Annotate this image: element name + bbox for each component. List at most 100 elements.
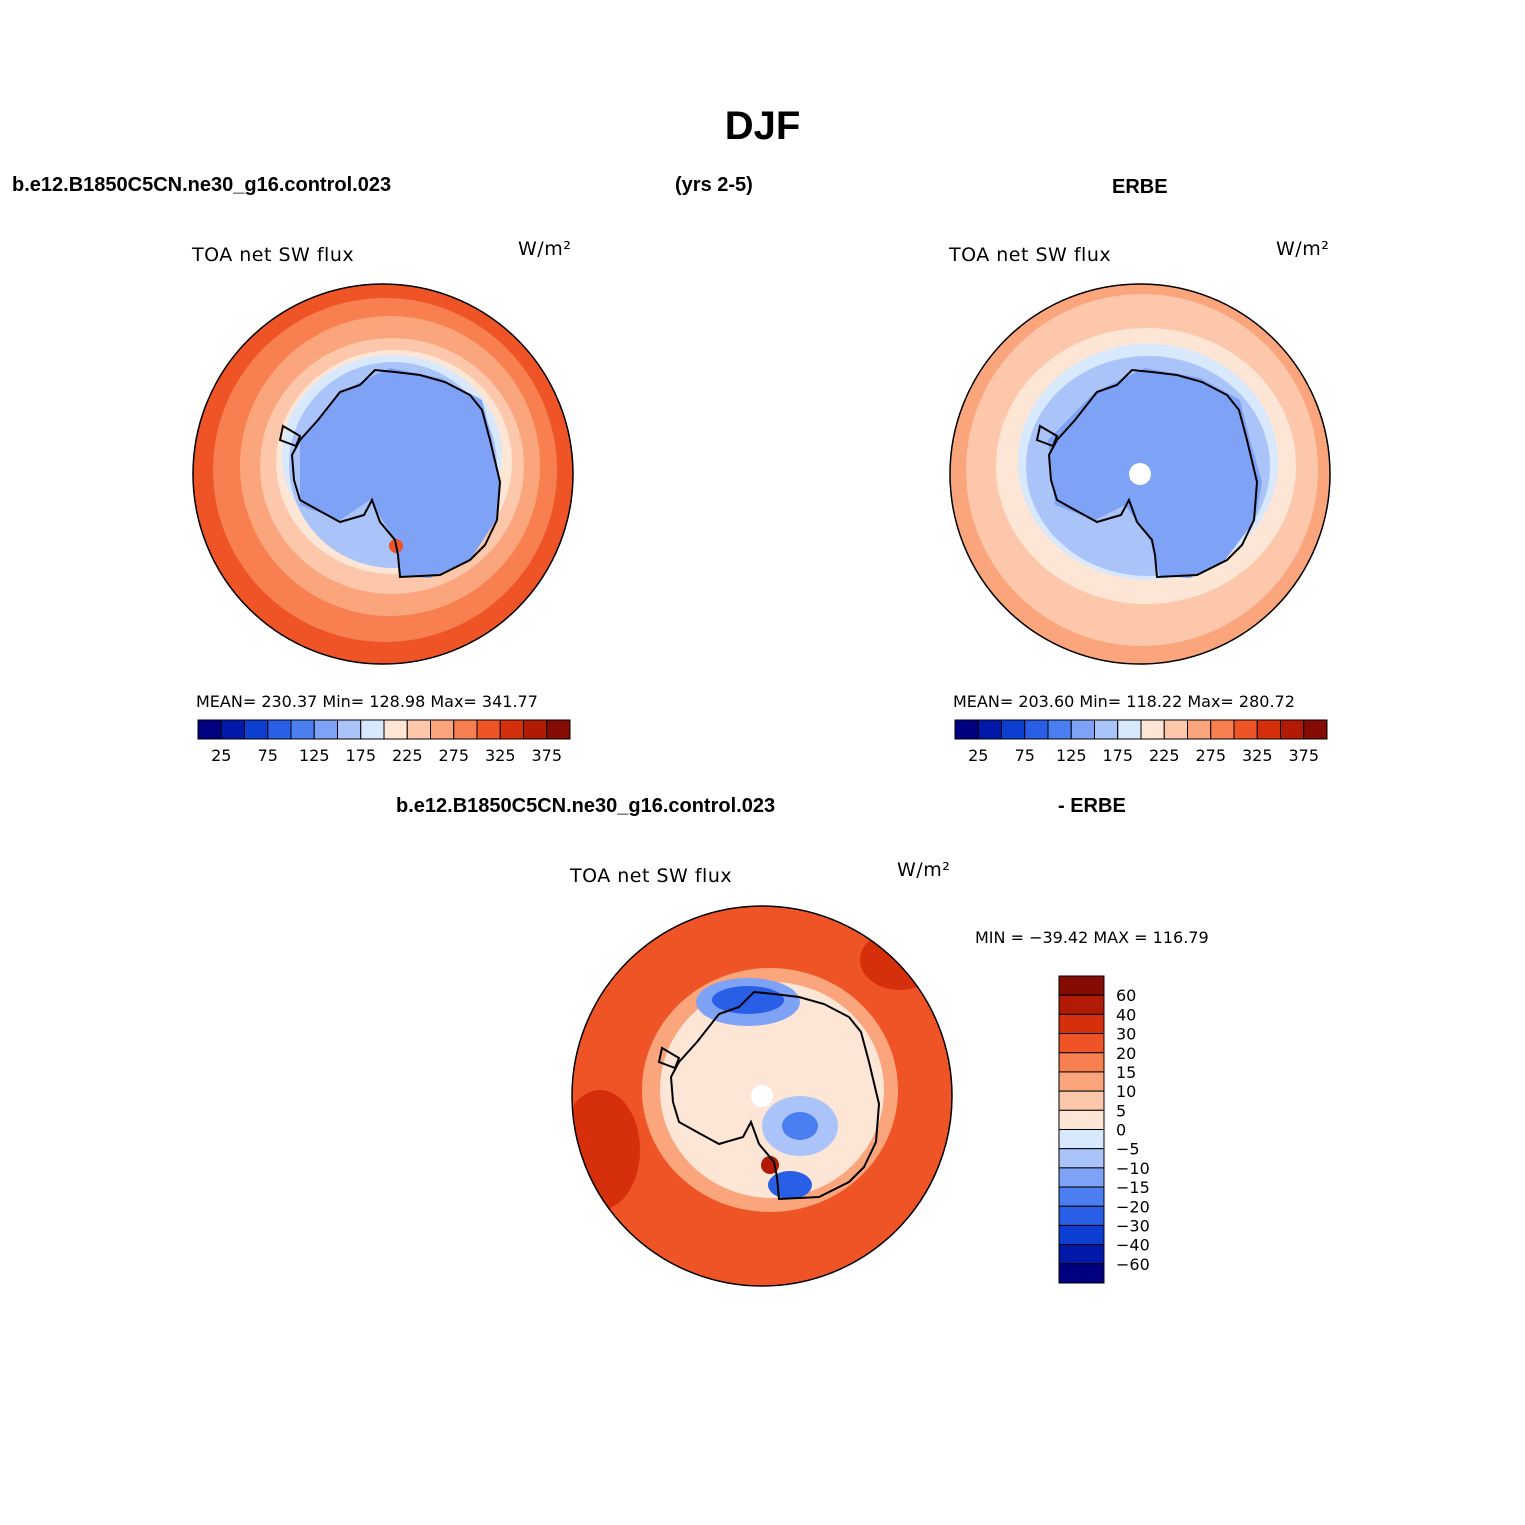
- obs-units-label: W/m²: [1276, 238, 1330, 260]
- diff-colorbar-tick-label: 10: [1116, 1082, 1136, 1101]
- diff-colorbar-tick-label: −40: [1116, 1236, 1150, 1255]
- obs-coastline: [1035, 368, 1259, 579]
- diff-colorbar-box: [1058, 1033, 1105, 1054]
- diff-colorbar-box: [1058, 1071, 1105, 1092]
- obs-colorbar-tick-label: 275: [1195, 746, 1226, 765]
- model-colorbar-box: [337, 719, 362, 740]
- obs-colorbar-box: [1140, 719, 1165, 740]
- obs-colorbar-box: [1094, 719, 1119, 740]
- obs-colorbar-box: [1210, 719, 1235, 740]
- model-colorbar-tick-label: 175: [345, 746, 376, 765]
- diff-colorbar-box: [1058, 1148, 1105, 1169]
- top-left-header: b.e12.B1850C5CN.ne30_g16.control.023: [12, 174, 392, 196]
- diff-colorbar-tick-label: 30: [1116, 1025, 1136, 1044]
- obs-colorbar-box: [1117, 719, 1142, 740]
- top-center-header: (yrs 2-5): [675, 174, 753, 196]
- obs-colorbar-box: [954, 719, 979, 740]
- model-colorbar-tick-label: 375: [531, 746, 562, 765]
- obs-colorbar-box: [1163, 719, 1188, 740]
- diff-colorbar-box: [1058, 1244, 1105, 1265]
- diff-colorbar-box: [1058, 994, 1105, 1015]
- diff-map-border: [571, 905, 953, 1287]
- obs-colorbar-tick-label: 125: [1056, 746, 1087, 765]
- model-colorbar-box: [290, 719, 315, 740]
- diff-colorbar-tick-label: 0: [1116, 1121, 1126, 1140]
- model-colorbar-box: [476, 719, 501, 740]
- diff-colorbar-tick-label: −30: [1116, 1216, 1150, 1235]
- model-coastline: [278, 368, 502, 579]
- diff-colorbar-tick-label: −15: [1116, 1178, 1150, 1197]
- obs-colorbar-box: [1070, 719, 1095, 740]
- diff-colorbar-box: [1058, 975, 1105, 996]
- obs-variable-label: TOA net SW flux: [949, 244, 1112, 266]
- model-colorbar-box: [499, 719, 524, 740]
- diff-colorbar-tick-label: −10: [1116, 1159, 1150, 1178]
- model-variable-label: TOA net SW flux: [192, 244, 355, 266]
- model-colorbar-box: [244, 719, 269, 740]
- diff-colorbar-box: [1058, 1109, 1105, 1130]
- diff-colorbar-tick-label: 5: [1116, 1101, 1126, 1120]
- obs-colorbar-box: [1280, 719, 1305, 740]
- model-colorbar-tick-label: 225: [392, 746, 423, 765]
- obs-colorbar-tick-label: 75: [1015, 746, 1035, 765]
- obs-colorbar-tick-label: 375: [1288, 746, 1319, 765]
- diff-colorbar-tick-label: −5: [1116, 1140, 1140, 1159]
- diff-colorbar-box: [1058, 1263, 1105, 1284]
- model-colorbar-tick-label: 275: [438, 746, 469, 765]
- obs-stats: MEAN= 203.60 Min= 118.22 Max= 280.72: [953, 692, 1295, 711]
- diff-colorbar-tick-label: 40: [1116, 1005, 1136, 1024]
- obs-colorbar: 25 75 125 175 225 275 325 375: [954, 719, 1328, 765]
- figure-title: DJF: [724, 104, 801, 148]
- obs-colorbar-box: [1047, 719, 1072, 740]
- obs-colorbar-tick-label: 25: [968, 746, 988, 765]
- diff-colorbar-box: [1058, 1013, 1105, 1035]
- obs-colorbar-box: [1233, 719, 1258, 740]
- model-colorbar-tick-label: 125: [299, 746, 330, 765]
- diff-colorbar-tick-label: −60: [1116, 1255, 1150, 1274]
- diff-colorbar-box: [1058, 1224, 1105, 1246]
- model-colorbar-tick-label: 325: [485, 746, 516, 765]
- bottom-left-header: b.e12.B1850C5CN.ne30_g16.control.023: [396, 795, 776, 817]
- model-colorbar-box: [523, 719, 548, 740]
- diff-colorbar-box: [1058, 1186, 1105, 1207]
- obs-colorbar-box: [1303, 719, 1328, 740]
- model-units-label: W/m²: [518, 238, 572, 260]
- obs-map-border: [949, 283, 1331, 665]
- diff-colorbar-box: [1058, 1090, 1105, 1111]
- obs-map: [950, 284, 1330, 664]
- model-colorbar-box: [360, 719, 385, 740]
- diff-colorbar-tick-label: −20: [1116, 1197, 1150, 1216]
- diff-units-label: W/m²: [897, 859, 951, 881]
- obs-colorbar-box: [1256, 719, 1281, 740]
- model-map-border: [192, 283, 574, 665]
- model-map: [193, 284, 573, 664]
- model-colorbar-tick-label: 25: [211, 746, 231, 765]
- diff-coastline: [657, 990, 881, 1201]
- obs-colorbar-tick-label: 175: [1102, 746, 1133, 765]
- model-colorbar-box: [546, 719, 571, 740]
- diff-colorbar-tick-label: 20: [1116, 1044, 1136, 1063]
- model-colorbar-tick-label: 75: [258, 746, 278, 765]
- top-right-header: ERBE: [1112, 176, 1168, 198]
- diff-colorbar-box: [1058, 1052, 1105, 1073]
- obs-colorbar-tick-label: 325: [1242, 746, 1273, 765]
- model-colorbar-box: [383, 719, 408, 740]
- model-colorbar-box: [406, 719, 431, 740]
- diff-colorbar-tick-label: 60: [1116, 986, 1136, 1005]
- diff-colorbar-box: [1058, 1129, 1105, 1150]
- obs-colorbar-tick-label: 225: [1149, 746, 1180, 765]
- model-colorbar: 25 75 125 175 225 275 325 375: [197, 719, 571, 765]
- diff-variable-label: TOA net SW flux: [570, 865, 733, 887]
- obs-colorbar-box: [1187, 719, 1212, 740]
- model-colorbar-box: [197, 719, 222, 740]
- model-colorbar-box: [220, 719, 245, 740]
- diff-colorbar-tick-label: 15: [1116, 1063, 1136, 1082]
- diff-colorbar-box: [1058, 1167, 1105, 1188]
- model-colorbar-box: [430, 719, 455, 740]
- obs-colorbar-box: [977, 719, 1002, 740]
- model-colorbar-box: [313, 719, 338, 740]
- model-colorbar-box: [453, 719, 478, 740]
- obs-colorbar-box: [1024, 719, 1049, 740]
